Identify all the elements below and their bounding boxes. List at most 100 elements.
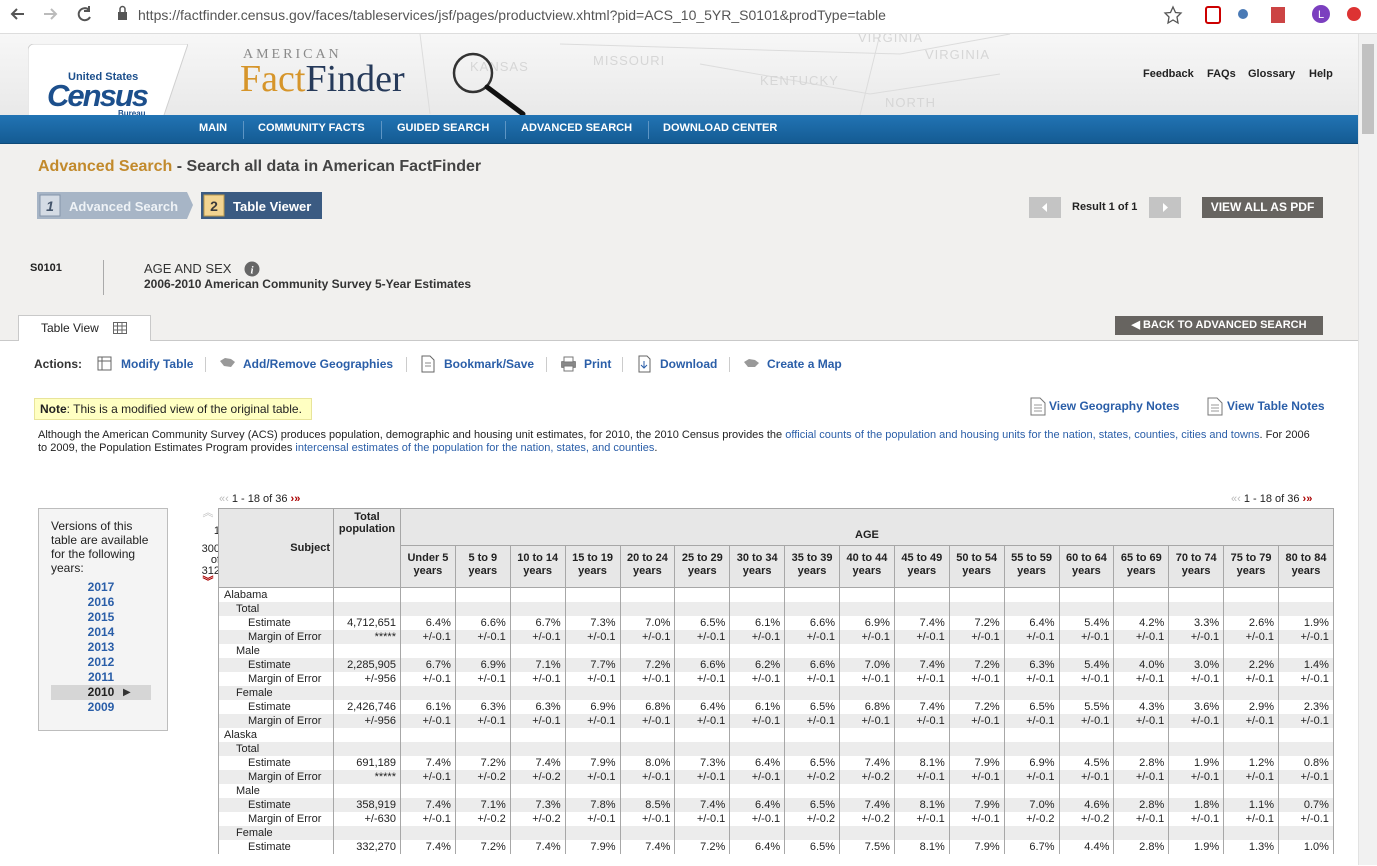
year-row: 2015 [51, 610, 151, 625]
pager-arrows[interactable]: «‹ [219, 493, 232, 505]
cell: +/-0.1 [564, 770, 621, 784]
cell: 6.4% [674, 700, 731, 714]
action-link[interactable]: Bookmark/Save [444, 357, 535, 371]
cell-empty [333, 644, 401, 658]
cell: 1.4% [1278, 658, 1334, 672]
cell: 8.1% [893, 840, 950, 854]
address-bar[interactable]: https://factfinder.census.gov/faces/tabl… [138, 7, 886, 23]
notes-link[interactable]: View Table Notes [1227, 399, 1325, 413]
scroll-thumb[interactable] [1362, 44, 1374, 134]
cell-empty [784, 644, 840, 658]
step-label[interactable]: Advanced Search [69, 199, 178, 214]
info-icon[interactable]: i [244, 261, 260, 277]
cell-empty [948, 587, 1005, 602]
action-icon [638, 355, 651, 373]
cell: 7.1% [509, 658, 566, 672]
cell: +/-0.1 [1113, 672, 1170, 686]
nav-item[interactable]: MAIN [199, 122, 228, 134]
nav-item[interactable]: ADVANCED SEARCH [521, 122, 633, 134]
year[interactable]: 2014 [87, 625, 115, 639]
row-label: Alaska [218, 728, 334, 742]
row-label: Female [218, 686, 334, 700]
cell: 1.1% [1223, 798, 1279, 812]
cell-empty [454, 602, 511, 616]
header-link[interactable]: Glossary [1248, 68, 1296, 80]
row-label: Estimate [218, 798, 334, 812]
pdf-button[interactable]: VIEW ALL AS PDF [1202, 197, 1323, 218]
back-arrow: ◀ [1131, 319, 1143, 331]
svg-text:i: i [250, 265, 254, 277]
cell-empty [333, 587, 401, 602]
row-up[interactable]: ︽ [202, 507, 214, 519]
notes-link[interactable]: View Geography Notes [1049, 399, 1180, 413]
cell: 2.3% [1278, 700, 1334, 714]
brand-name: FactFinder [240, 58, 405, 100]
cell: +/-0.2 [454, 770, 511, 784]
year[interactable]: 2016 [87, 595, 115, 609]
census-logo[interactable]: United States Census Bureau [28, 44, 188, 127]
logo-wordmark: Census [47, 78, 149, 113]
row-label: Male [218, 784, 334, 798]
cell: 6.9% [1003, 756, 1060, 770]
back-button[interactable]: ◀ BACK TO ADVANCED SEARCH [1115, 316, 1323, 335]
cell: 7.9% [948, 798, 1005, 812]
cell: 6.9% [564, 700, 621, 714]
link[interactable]: intercensal estimates of the population … [295, 442, 655, 454]
cell: +/-0.2 [839, 812, 895, 826]
cell: 4.4% [1058, 840, 1115, 854]
step-number: 2 [210, 198, 218, 214]
cell: +/-0.1 [1278, 770, 1334, 784]
year[interactable]: 2013 [87, 640, 115, 654]
grid-icon [113, 322, 127, 334]
cell: 6.4% [729, 756, 786, 770]
header-link[interactable]: Feedback [1143, 68, 1194, 80]
action-link[interactable]: Modify Table [121, 357, 194, 371]
cell: 6.5% [1003, 700, 1060, 714]
cell: 4,712,651 [333, 616, 401, 630]
cell: 7.4% [839, 798, 895, 812]
cell-empty [619, 826, 676, 840]
step-number: 1 [46, 198, 54, 214]
action-link[interactable]: Download [660, 357, 718, 371]
year[interactable]: 2009 [87, 700, 115, 714]
cell-empty [1168, 728, 1225, 742]
pager-arrows[interactable]: ›» [287, 493, 301, 505]
cell-empty [1113, 686, 1170, 700]
map-label: NORTH [885, 95, 936, 110]
action-link[interactable]: Add/Remove Geographies [243, 357, 394, 371]
year[interactable]: 2012 [87, 655, 115, 669]
factfinder-brand[interactable]: AMERICAN FactFinder [240, 40, 540, 120]
cell-empty [674, 728, 731, 742]
cell-empty [509, 784, 566, 798]
cell: 5.4% [1058, 658, 1115, 672]
cell: 4.5% [1058, 756, 1115, 770]
year[interactable]: 2015 [87, 610, 115, 624]
action-link[interactable]: Create a Map [767, 357, 842, 371]
cell: 1.9% [1278, 616, 1334, 630]
data-row: Margin of Error +/-630 +/-0.1 +/-0.2 +/-0.2 +… [218, 812, 1334, 826]
year[interactable]: 2017 [87, 580, 115, 594]
nav-item[interactable]: DOWNLOAD CENTER [663, 122, 778, 134]
tab[interactable]: Table View [18, 315, 151, 341]
header-link[interactable]: FAQs [1207, 68, 1236, 80]
nav-item[interactable]: COMMUNITY FACTS [258, 122, 365, 134]
cell: 7.2% [454, 840, 511, 854]
cell: 1.9% [1168, 756, 1225, 770]
scrollbar[interactable] [1358, 34, 1377, 865]
row-down[interactable]: ︾ [202, 576, 214, 588]
link[interactable]: official counts of the population and ho… [785, 429, 1260, 441]
cell: 7.9% [564, 756, 621, 770]
cell: +/-0.1 [400, 630, 456, 644]
pager-arrows[interactable]: «‹ [1231, 493, 1244, 505]
cell-empty [1003, 644, 1060, 658]
cell-empty [1223, 728, 1279, 742]
row-label: Male [218, 644, 334, 658]
header-link[interactable]: Help [1309, 68, 1333, 80]
year[interactable]: 2011 [87, 670, 115, 684]
pager-arrows[interactable]: ›» [1299, 493, 1313, 505]
nav-item[interactable]: GUIDED SEARCH [397, 122, 490, 134]
row-label: Alabama [218, 587, 334, 602]
action-link[interactable]: Print [584, 357, 612, 371]
age-column: 40 to 44 years [839, 545, 895, 588]
action-icon [97, 356, 112, 371]
